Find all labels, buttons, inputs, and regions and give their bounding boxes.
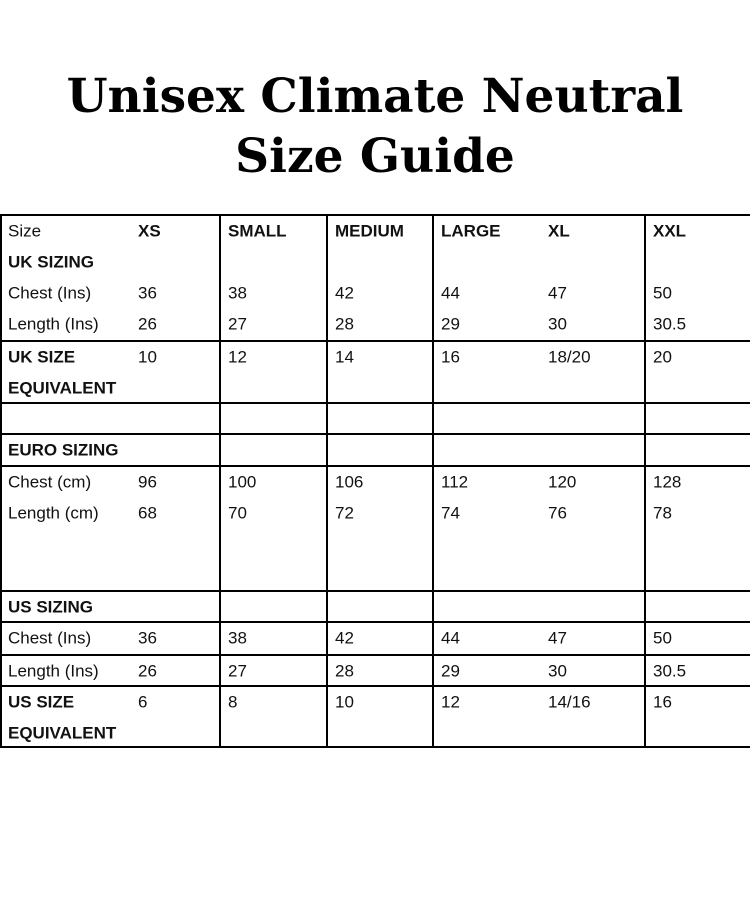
table-cell: 42 bbox=[335, 628, 354, 647]
table-cell: Size bbox=[8, 221, 41, 240]
table-cell: XL bbox=[548, 221, 570, 240]
table-cell: 47 bbox=[548, 283, 567, 302]
table-cell: 27 bbox=[228, 314, 247, 333]
table-cell: 68 bbox=[138, 503, 157, 522]
table-cell: 42 bbox=[335, 283, 354, 302]
table-cell: 8 bbox=[228, 692, 237, 711]
table-cell: 12 bbox=[228, 347, 247, 366]
table-cell: 100 bbox=[228, 472, 256, 491]
title-line: Unisex Climate Neutral bbox=[67, 69, 684, 124]
table-cell: 44 bbox=[441, 628, 460, 647]
table-cell: Chest (cm) bbox=[8, 472, 91, 491]
table-cell: 36 bbox=[138, 628, 157, 647]
table-cell: 74 bbox=[441, 503, 460, 522]
table-cell: UK SIZE bbox=[8, 347, 75, 366]
table-cell: 47 bbox=[548, 628, 567, 647]
table-cell: 38 bbox=[228, 628, 247, 647]
table-cell: 30 bbox=[548, 314, 567, 333]
table-cell: 26 bbox=[138, 314, 157, 333]
table-cell: 10 bbox=[335, 692, 354, 711]
table-cell: 6 bbox=[138, 692, 147, 711]
table-cell: 36 bbox=[138, 283, 157, 302]
table-cell: 44 bbox=[441, 283, 460, 302]
table-cell: 27 bbox=[228, 661, 247, 680]
table-cell: 20 bbox=[653, 347, 672, 366]
table-cell: 18/20 bbox=[548, 347, 591, 366]
table-cell: 50 bbox=[653, 283, 672, 302]
table-cell: 28 bbox=[335, 314, 354, 333]
table-cell: 14 bbox=[335, 347, 354, 366]
table-cell: 26 bbox=[138, 661, 157, 680]
table-cell: UK SIZING bbox=[8, 252, 94, 271]
table-cell: Length (Ins) bbox=[8, 661, 99, 680]
table-cell: 16 bbox=[441, 347, 460, 366]
table-cell: XS bbox=[138, 221, 161, 240]
table-cell: 38 bbox=[228, 283, 247, 302]
table-cell: Chest (Ins) bbox=[8, 283, 91, 302]
table-cell: 30.5 bbox=[653, 661, 686, 680]
table-cell: 78 bbox=[653, 503, 672, 522]
table-cell: 28 bbox=[335, 661, 354, 680]
table-cell: LARGE bbox=[441, 221, 501, 240]
table-cell: 70 bbox=[228, 503, 247, 522]
table-cell: 10 bbox=[138, 347, 157, 366]
table-cell: 14/16 bbox=[548, 692, 591, 711]
table-cell: 72 bbox=[335, 503, 354, 522]
table-cell: Chest (Ins) bbox=[8, 628, 91, 647]
table-cell: 96 bbox=[138, 472, 157, 491]
title-line: Size Guide bbox=[235, 129, 515, 184]
table-cell: Length (cm) bbox=[8, 503, 99, 522]
table-cell: 16 bbox=[653, 692, 672, 711]
table-cell: EURO SIZING bbox=[8, 440, 119, 459]
table-cell: 112 bbox=[441, 472, 468, 491]
table-cell: 76 bbox=[548, 503, 567, 522]
table-cell: 29 bbox=[441, 314, 460, 333]
table-cell: 50 bbox=[653, 628, 672, 647]
table-cell: 12 bbox=[441, 692, 460, 711]
table-cell: 128 bbox=[653, 472, 681, 491]
table-cell: Length (Ins) bbox=[8, 314, 99, 333]
table-cell: EQUIVALENT bbox=[8, 723, 117, 742]
table-cell: 30.5 bbox=[653, 314, 686, 333]
table-cell: 120 bbox=[548, 472, 576, 491]
table-cell: XXL bbox=[653, 221, 686, 240]
table-cell: EQUIVALENT bbox=[8, 378, 117, 397]
table-cell: US SIZING bbox=[8, 597, 93, 616]
table-cell: MEDIUM bbox=[335, 221, 404, 240]
table-cell: US SIZE bbox=[8, 692, 74, 711]
table-cell: 30 bbox=[548, 661, 567, 680]
table-cell: SMALL bbox=[228, 221, 287, 240]
table-cell: 29 bbox=[441, 661, 460, 680]
table-cell: 106 bbox=[335, 472, 363, 491]
